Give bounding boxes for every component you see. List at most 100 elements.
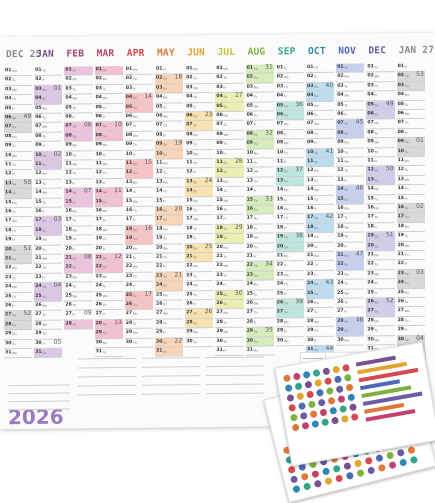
- day-cell[interactable]: 30 Mo: [94, 338, 123, 349]
- day-cell[interactable]: 23 We: [366, 269, 395, 280]
- day-cell[interactable]: 13 Sa 24: [185, 177, 214, 188]
- day-cell[interactable]: 22 We: [124, 263, 153, 273]
- day-cell[interactable]: 28 Su: [4, 320, 33, 331]
- day-cell[interactable]: 03 Tu: [336, 82, 365, 92]
- day-cell[interactable]: 29 We: [124, 328, 153, 339]
- day-cell[interactable]: 16 Sa 20: [155, 205, 184, 217]
- day-cell[interactable]: 07 We: [34, 123, 63, 133]
- day-cell[interactable]: 17 Th: [366, 213, 395, 224]
- day-cell[interactable]: 07 Sa 45: [336, 119, 365, 130]
- day-cell[interactable]: 30 Tu: [4, 339, 33, 350]
- day-cell[interactable]: 26 Su: [124, 300, 153, 311]
- day-cell[interactable]: 23 Th: [215, 271, 244, 282]
- day-cell[interactable]: 06 Su: [275, 111, 304, 121]
- day-cell[interactable]: 02 Su: [245, 73, 274, 84]
- day-cell[interactable]: 22 Mo: [4, 264, 33, 275]
- day-cell[interactable]: 15 Th: [306, 195, 335, 206]
- day-cell[interactable]: 09 Sa 01: [396, 137, 425, 148]
- day-cell[interactable]: 13 Tu: [306, 176, 335, 187]
- day-cell[interactable]: 13 Su: [275, 176, 304, 187]
- day-cell[interactable]: 25 Tu: [245, 290, 274, 300]
- day-cell[interactable]: 07 Su: [185, 121, 214, 132]
- day-cell[interactable]: 25 Mo: [396, 288, 425, 299]
- day-cell[interactable]: 20 Sa 25: [185, 243, 214, 254]
- day-cell[interactable]: 23 Sa 21: [155, 271, 184, 282]
- day-cell[interactable]: 13 We: [155, 178, 184, 188]
- day-cell[interactable]: 11 Tu: [245, 158, 274, 169]
- day-cell[interactable]: 21 Th: [155, 253, 184, 264]
- day-cell[interactable]: 30 Sa 22: [155, 337, 184, 348]
- day-cell[interactable]: 13 Tu: [34, 179, 63, 190]
- day-cell[interactable]: 19 Su: [124, 234, 153, 245]
- day-cell[interactable]: 24 Su: [396, 279, 425, 289]
- day-cell[interactable]: 27 We: [155, 309, 184, 320]
- day-cell[interactable]: 17 Su: [396, 213, 425, 223]
- day-cell[interactable]: 11 Su: [306, 157, 335, 168]
- day-cell[interactable]: 19 We: [245, 233, 274, 244]
- day-cell[interactable]: 14 Sa 11: [94, 187, 123, 198]
- day-cell[interactable]: 27 Su: [275, 308, 304, 319]
- day-cell[interactable]: 07 Sa 10: [94, 121, 123, 133]
- day-cell[interactable]: 22 Tu: [366, 260, 395, 271]
- day-cell[interactable]: 14 Mo: [275, 186, 304, 196]
- day-cell[interactable]: 13 Mo: [215, 177, 244, 188]
- day-cell[interactable]: 04 Su: [34, 94, 63, 105]
- day-cell[interactable]: 09 Mo: [64, 141, 93, 152]
- day-cell[interactable]: 03 Su: [155, 84, 184, 94]
- day-cell[interactable]: 12 Sa 50: [366, 166, 395, 177]
- day-cell[interactable]: 26 Tu: [155, 300, 184, 311]
- day-cell[interactable]: 06 Th: [245, 111, 274, 122]
- day-cell[interactable]: 10 Th: [275, 148, 304, 159]
- day-cell[interactable]: 16 We: [366, 204, 395, 214]
- day-cell[interactable]: 07 Th: [396, 119, 425, 129]
- day-cell[interactable]: 30 Th: [215, 337, 244, 348]
- day-cell[interactable]: 12 Th: [64, 169, 93, 180]
- day-cell[interactable]: 24 Su: [155, 281, 184, 292]
- day-cell[interactable]: 17 Sa 42: [306, 213, 335, 224]
- day-cell[interactable]: 21 Sa 47: [336, 250, 365, 262]
- day-cell[interactable]: 10 We: [185, 149, 214, 160]
- day-cell[interactable]: 07 Su: [4, 123, 33, 134]
- day-cell[interactable]: 14 Th: [155, 187, 184, 198]
- day-cell[interactable]: 20 Tu: [34, 245, 63, 255]
- day-cell[interactable]: 10 Th: [366, 147, 395, 158]
- day-cell[interactable]: 04 Mo: [396, 91, 425, 101]
- day-cell[interactable]: 03 Th: [366, 81, 395, 92]
- day-cell[interactable]: 12 We: [245, 167, 274, 178]
- day-cell[interactable]: 03 We: [185, 83, 214, 94]
- day-cell[interactable]: 24 Tu: [336, 279, 365, 290]
- day-cell[interactable]: 15 Th: [34, 198, 63, 208]
- day-cell[interactable]: 03 Tu: [94, 84, 123, 95]
- day-cell[interactable]: 06 Mo: [124, 112, 153, 123]
- day-cell[interactable]: 04 We: [94, 94, 123, 104]
- day-cell[interactable]: 27 We: [396, 307, 425, 317]
- day-cell[interactable]: 08 Th: [306, 129, 335, 140]
- day-cell[interactable]: 05 Th: [94, 103, 123, 114]
- day-cell[interactable]: 21 Mo: [366, 251, 395, 261]
- day-cell[interactable]: 11 Su: [34, 160, 63, 171]
- day-cell[interactable]: 24 We: [185, 281, 214, 291]
- day-cell[interactable]: 18 Mo: [396, 222, 425, 233]
- day-cell[interactable]: 26 Tu: [396, 297, 425, 308]
- day-cell[interactable]: 25 Sa 30: [215, 289, 244, 301]
- day-cell[interactable]: 01 Th: [34, 66, 63, 77]
- day-cell[interactable]: 18 We: [94, 225, 123, 236]
- day-cell[interactable]: 19 Th: [94, 235, 123, 245]
- day-cell[interactable]: 04 We: [336, 91, 365, 102]
- day-cell[interactable]: 17 Tu: [94, 216, 123, 227]
- day-cell[interactable]: 30 Su: [245, 337, 274, 347]
- day-cell[interactable]: 02 Tu: [4, 76, 33, 87]
- day-cell[interactable]: 28 Tu: [124, 319, 153, 330]
- day-cell[interactable]: 12 Th: [94, 169, 123, 180]
- day-cell[interactable]: 08 Su: [64, 132, 93, 142]
- day-cell[interactable]: 25 We: [64, 291, 93, 302]
- day-cell[interactable]: 14 Sa 07: [64, 188, 93, 199]
- day-cell[interactable]: 02 We: [366, 72, 395, 83]
- day-cell[interactable]: 29 Sa 35: [245, 327, 274, 338]
- day-cell[interactable]: 10 Mo: [245, 149, 274, 159]
- day-cell[interactable]: 22 Th: [34, 264, 63, 274]
- day-cell[interactable]: 29 We: [215, 327, 244, 338]
- day-cell[interactable]: 17 Th: [275, 214, 304, 225]
- day-cell[interactable]: 15 Tu: [275, 195, 304, 206]
- day-cell[interactable]: 15 Su: [64, 197, 93, 208]
